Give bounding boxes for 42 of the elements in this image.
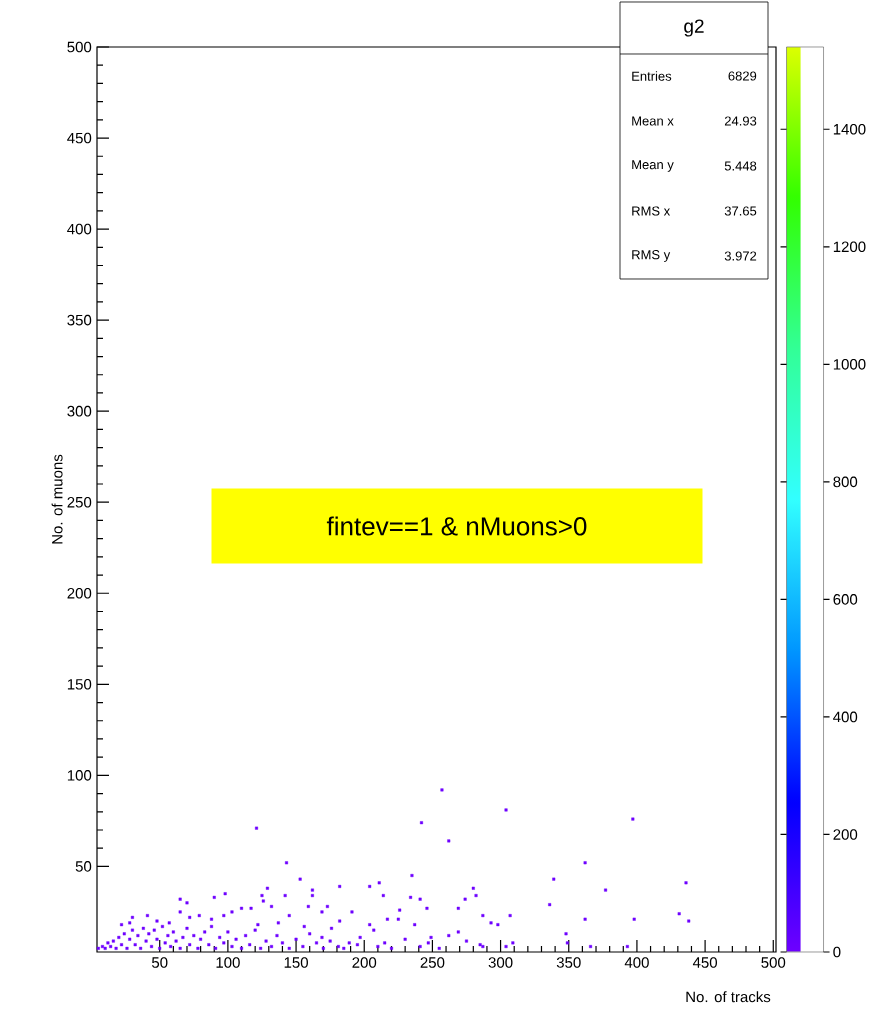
y-tick-label: 200: [67, 587, 92, 599]
annotation: fintev==1 & nMuons>0: [326, 516, 587, 536]
annotation: Entries: [632, 71, 672, 81]
annotation: RMS y: [632, 250, 671, 262]
color-bar-label: 0: [833, 946, 841, 958]
y-tick-label: 450: [67, 132, 92, 144]
y-tick-label: 100: [67, 770, 92, 781]
x-tick-label: 50: [151, 957, 168, 968]
color-bar-label: 400: [833, 711, 858, 723]
y-axis-title: No. of muons: [51, 454, 63, 544]
annotation: RMS x: [632, 206, 671, 216]
color-bar-label: 600: [833, 594, 858, 605]
y-tick-label: 400: [67, 223, 92, 235]
y-tick-label: 500: [67, 41, 92, 53]
x-tick-label: 500: [761, 957, 786, 968]
annotation: 3.972: [724, 251, 757, 261]
x-tick-label: 350: [556, 957, 581, 968]
annotation: 37.65: [724, 206, 757, 216]
x-tick-label: 200: [352, 957, 377, 968]
color-bar-label: 1200: [833, 241, 866, 253]
x-axis-title: No. of tracks: [686, 991, 771, 1003]
x-tick-label: 450: [692, 957, 718, 968]
y-tick-label: 250: [67, 496, 92, 508]
y-tick-label: 300: [67, 405, 92, 417]
x-tick-label: 250: [420, 957, 445, 968]
color-bar-label: 200: [833, 829, 858, 840]
color-bar-label: 800: [833, 476, 858, 488]
annotation: 24.93: [724, 116, 757, 126]
x-tick-label: 400: [624, 957, 649, 968]
x-tick-label: 300: [488, 957, 513, 968]
x-tick-label: 150: [284, 957, 308, 968]
annotation: 5.448: [724, 161, 757, 171]
annotation: Mean x: [632, 116, 674, 126]
y-tick-label: 150: [67, 679, 92, 690]
text: g2: [684, 19, 704, 37]
x-tick-label: 100: [216, 957, 240, 968]
color-bar-label: 1000: [833, 359, 866, 370]
y-tick-label: 50: [75, 861, 92, 872]
y-tick-label: 350: [67, 314, 92, 326]
annotation: Mean y: [632, 160, 674, 172]
color-bar-label: 1400: [833, 123, 866, 135]
annotation: 6829: [728, 71, 757, 81]
